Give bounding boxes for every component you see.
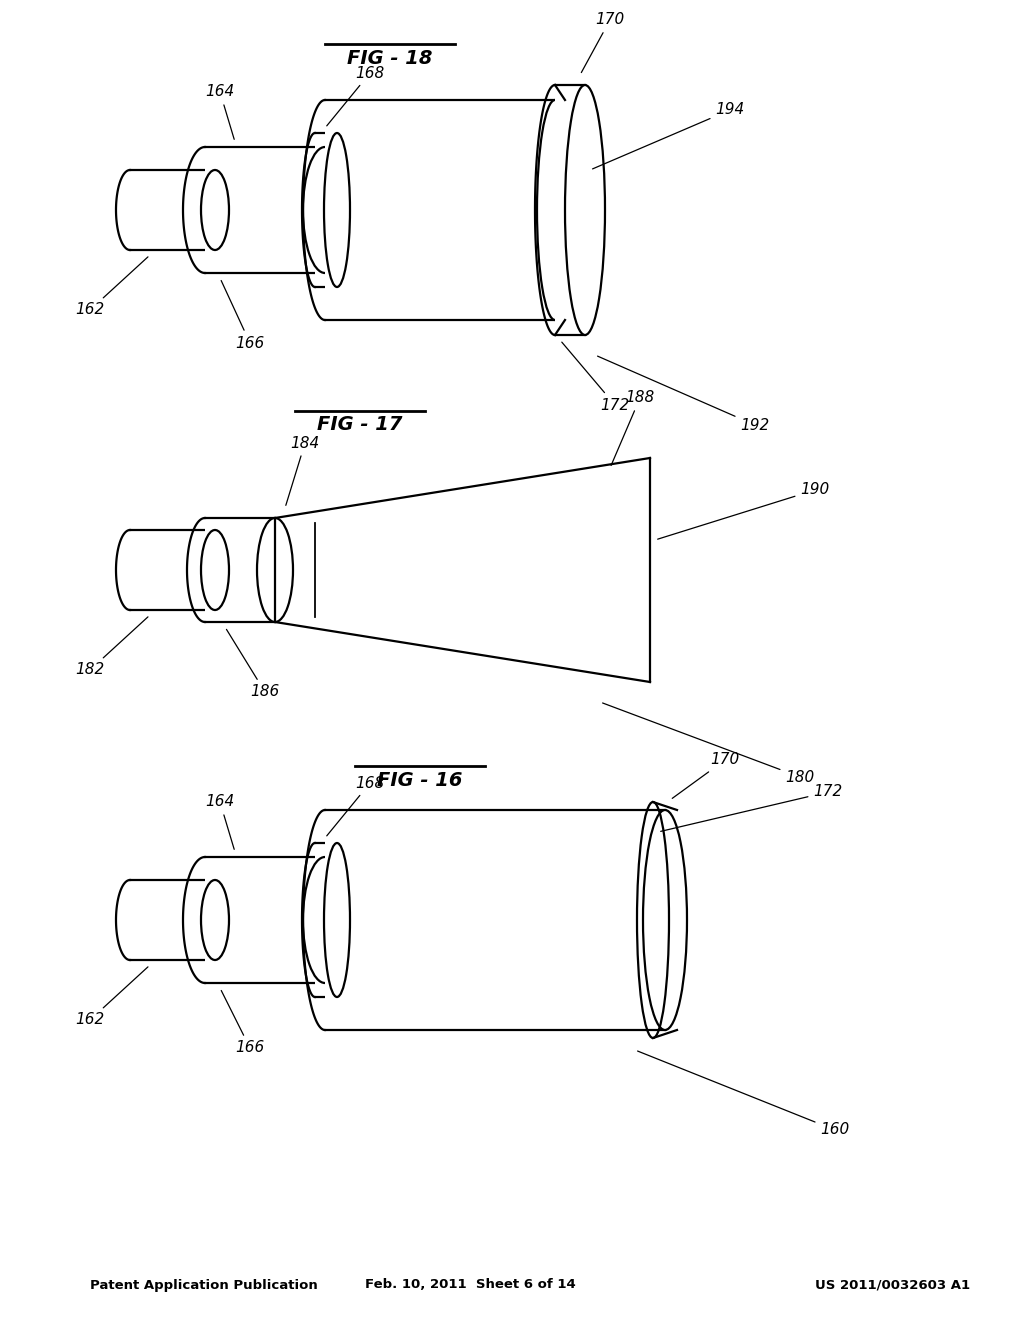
Text: 164: 164 (206, 795, 234, 849)
Ellipse shape (303, 147, 347, 273)
Text: FIG - 16: FIG - 16 (377, 771, 463, 789)
Text: Feb. 10, 2011  Sheet 6 of 14: Feb. 10, 2011 Sheet 6 of 14 (365, 1279, 575, 1291)
Polygon shape (325, 810, 665, 1030)
Text: 162: 162 (76, 966, 147, 1027)
Polygon shape (205, 857, 325, 983)
Ellipse shape (537, 100, 573, 319)
Text: FIG - 18: FIG - 18 (347, 49, 433, 67)
Polygon shape (555, 84, 585, 335)
Polygon shape (315, 133, 337, 286)
Text: 188: 188 (611, 391, 654, 466)
Text: 166: 166 (221, 281, 264, 351)
Polygon shape (130, 531, 215, 610)
Polygon shape (205, 147, 325, 273)
Text: 184: 184 (286, 436, 319, 506)
Ellipse shape (201, 531, 229, 610)
Text: 162: 162 (76, 257, 147, 318)
Ellipse shape (643, 810, 687, 1030)
Text: 160: 160 (638, 1051, 850, 1138)
Text: US 2011/0032603 A1: US 2011/0032603 A1 (815, 1279, 970, 1291)
Text: 170: 170 (672, 752, 739, 799)
Ellipse shape (324, 843, 350, 997)
Text: 170: 170 (582, 12, 625, 73)
Text: 186: 186 (226, 630, 280, 700)
Ellipse shape (201, 880, 229, 960)
Text: 168: 168 (327, 66, 385, 125)
Text: 182: 182 (76, 616, 147, 677)
Text: 168: 168 (327, 776, 385, 836)
Text: 190: 190 (657, 483, 829, 539)
Text: Patent Application Publication: Patent Application Publication (90, 1279, 317, 1291)
Polygon shape (315, 843, 337, 997)
Text: 180: 180 (602, 704, 815, 784)
Text: 166: 166 (221, 990, 264, 1056)
Text: 164: 164 (206, 84, 234, 140)
Text: FIG - 17: FIG - 17 (317, 416, 402, 434)
Ellipse shape (257, 517, 293, 622)
Text: 192: 192 (598, 356, 770, 433)
Polygon shape (130, 170, 215, 249)
Polygon shape (205, 517, 275, 622)
Text: 172: 172 (562, 342, 630, 412)
Polygon shape (130, 880, 215, 960)
Ellipse shape (324, 133, 350, 286)
Polygon shape (275, 458, 650, 682)
Ellipse shape (565, 84, 605, 335)
Text: 194: 194 (593, 103, 744, 169)
Polygon shape (325, 100, 565, 319)
Ellipse shape (201, 170, 229, 249)
Text: 172: 172 (660, 784, 843, 832)
Ellipse shape (303, 857, 347, 983)
